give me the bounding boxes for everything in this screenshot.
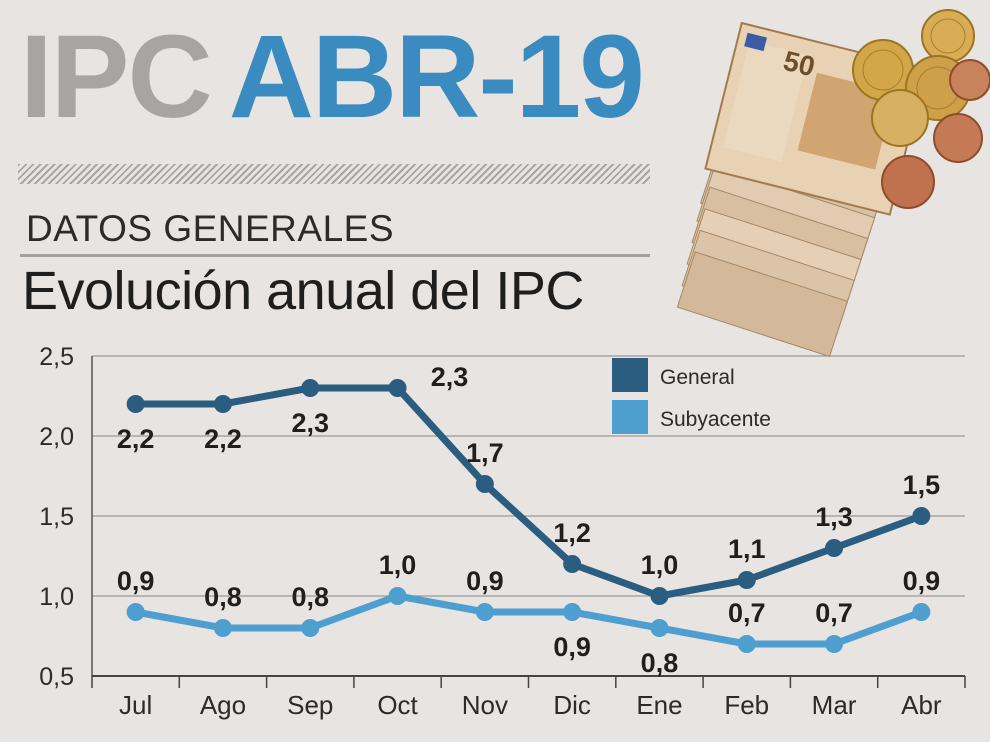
data-point <box>126 395 145 413</box>
legend-label: Subyacente <box>660 408 771 431</box>
data-label: 1,0 <box>379 550 417 580</box>
data-point <box>825 635 844 653</box>
data-label: 1,0 <box>641 550 679 580</box>
euro-coins-icon <box>852 9 990 209</box>
svg-text:50: 50 <box>780 45 818 83</box>
x-tick-label: Ene <box>636 690 682 720</box>
x-tick-label: Sep <box>287 690 333 720</box>
x-axis-ticks: Jul Ago Sep Oct Nov Dic Ene Feb Mar Abr <box>119 690 942 720</box>
x-tick-label: Dic <box>553 690 591 720</box>
data-label: 0,9 <box>466 566 504 596</box>
x-tick-label: Nov <box>462 690 508 720</box>
data-point <box>301 619 320 637</box>
data-point <box>475 603 494 621</box>
data-point <box>213 395 232 413</box>
data-label: 0,9 <box>117 566 155 596</box>
hatch-divider <box>18 164 650 184</box>
data-label: 0,9 <box>553 632 591 662</box>
y-tick-label: 1,5 <box>39 503 74 531</box>
data-point <box>650 619 669 637</box>
data-labels: 2,2 2,2 2,3 2,3 1,7 1,2 1,0 1,1 1,3 1,5 0,9 0,8 0,8 1… <box>117 362 940 678</box>
euro-money-illustration: 50 <box>676 9 990 358</box>
data-label: 1,7 <box>466 438 504 468</box>
headline: IPC ABR-19 <box>20 18 645 136</box>
series-line-general <box>135 384 923 600</box>
data-label: 2,2 <box>117 424 155 454</box>
data-point <box>563 555 582 573</box>
legend-label: General <box>660 366 735 389</box>
headline-date: ABR-19 <box>228 11 645 143</box>
data-label: 1,1 <box>728 534 766 564</box>
data-point <box>825 539 844 557</box>
data-point <box>737 571 756 589</box>
data-label: 0,7 <box>815 598 853 628</box>
data-point <box>388 587 407 605</box>
data-label: 2,3 <box>431 362 469 392</box>
x-tick-label: Feb <box>724 690 769 720</box>
legend-swatch <box>612 358 648 392</box>
data-label: 1,5 <box>903 470 941 500</box>
data-label: 0,8 <box>641 648 679 678</box>
data-label: 2,3 <box>291 408 329 438</box>
grid-lines <box>91 355 966 688</box>
data-point <box>650 587 669 605</box>
headline-ipc: IPC <box>20 11 213 143</box>
series <box>126 379 931 653</box>
data-label: 0,8 <box>204 582 242 612</box>
data-point <box>301 379 320 397</box>
data-label: 0,9 <box>903 566 941 596</box>
data-label: 0,8 <box>291 582 329 612</box>
data-label: 2,2 <box>204 424 242 454</box>
x-tick-label: Mar <box>812 690 857 720</box>
section-title: DATOS GENERALES <box>26 208 395 249</box>
data-label: 1,2 <box>553 518 591 548</box>
y-tick-label: 2,0 <box>39 423 74 451</box>
data-point <box>475 475 494 493</box>
data-label: 1,3 <box>815 502 853 532</box>
data-point <box>912 603 931 621</box>
x-tick-label: Jul <box>119 690 152 720</box>
data-label: 0,7 <box>728 598 766 628</box>
y-tick-label: 2,5 <box>39 343 74 371</box>
data-point <box>737 635 756 653</box>
section-rule <box>20 254 650 257</box>
x-tick-label: Ago <box>200 690 246 720</box>
chart-subtitle: Evolución anual del IPC <box>22 261 584 321</box>
y-tick-label: 1,0 <box>39 583 74 611</box>
x-tick-label: Abr <box>901 690 942 720</box>
data-point <box>126 603 145 621</box>
y-axis-ticks: 2,5 2,0 1,5 1,0 0,5 <box>39 343 74 691</box>
y-tick-label: 0,5 <box>39 663 74 691</box>
data-point <box>213 619 232 637</box>
data-point <box>563 603 582 621</box>
x-tick-label: Oct <box>377 690 418 720</box>
legend: General Subyacente <box>612 358 771 434</box>
series-line-subyacente <box>135 592 923 648</box>
legend-swatch <box>612 400 648 434</box>
data-point <box>912 507 931 525</box>
data-point <box>388 379 407 397</box>
